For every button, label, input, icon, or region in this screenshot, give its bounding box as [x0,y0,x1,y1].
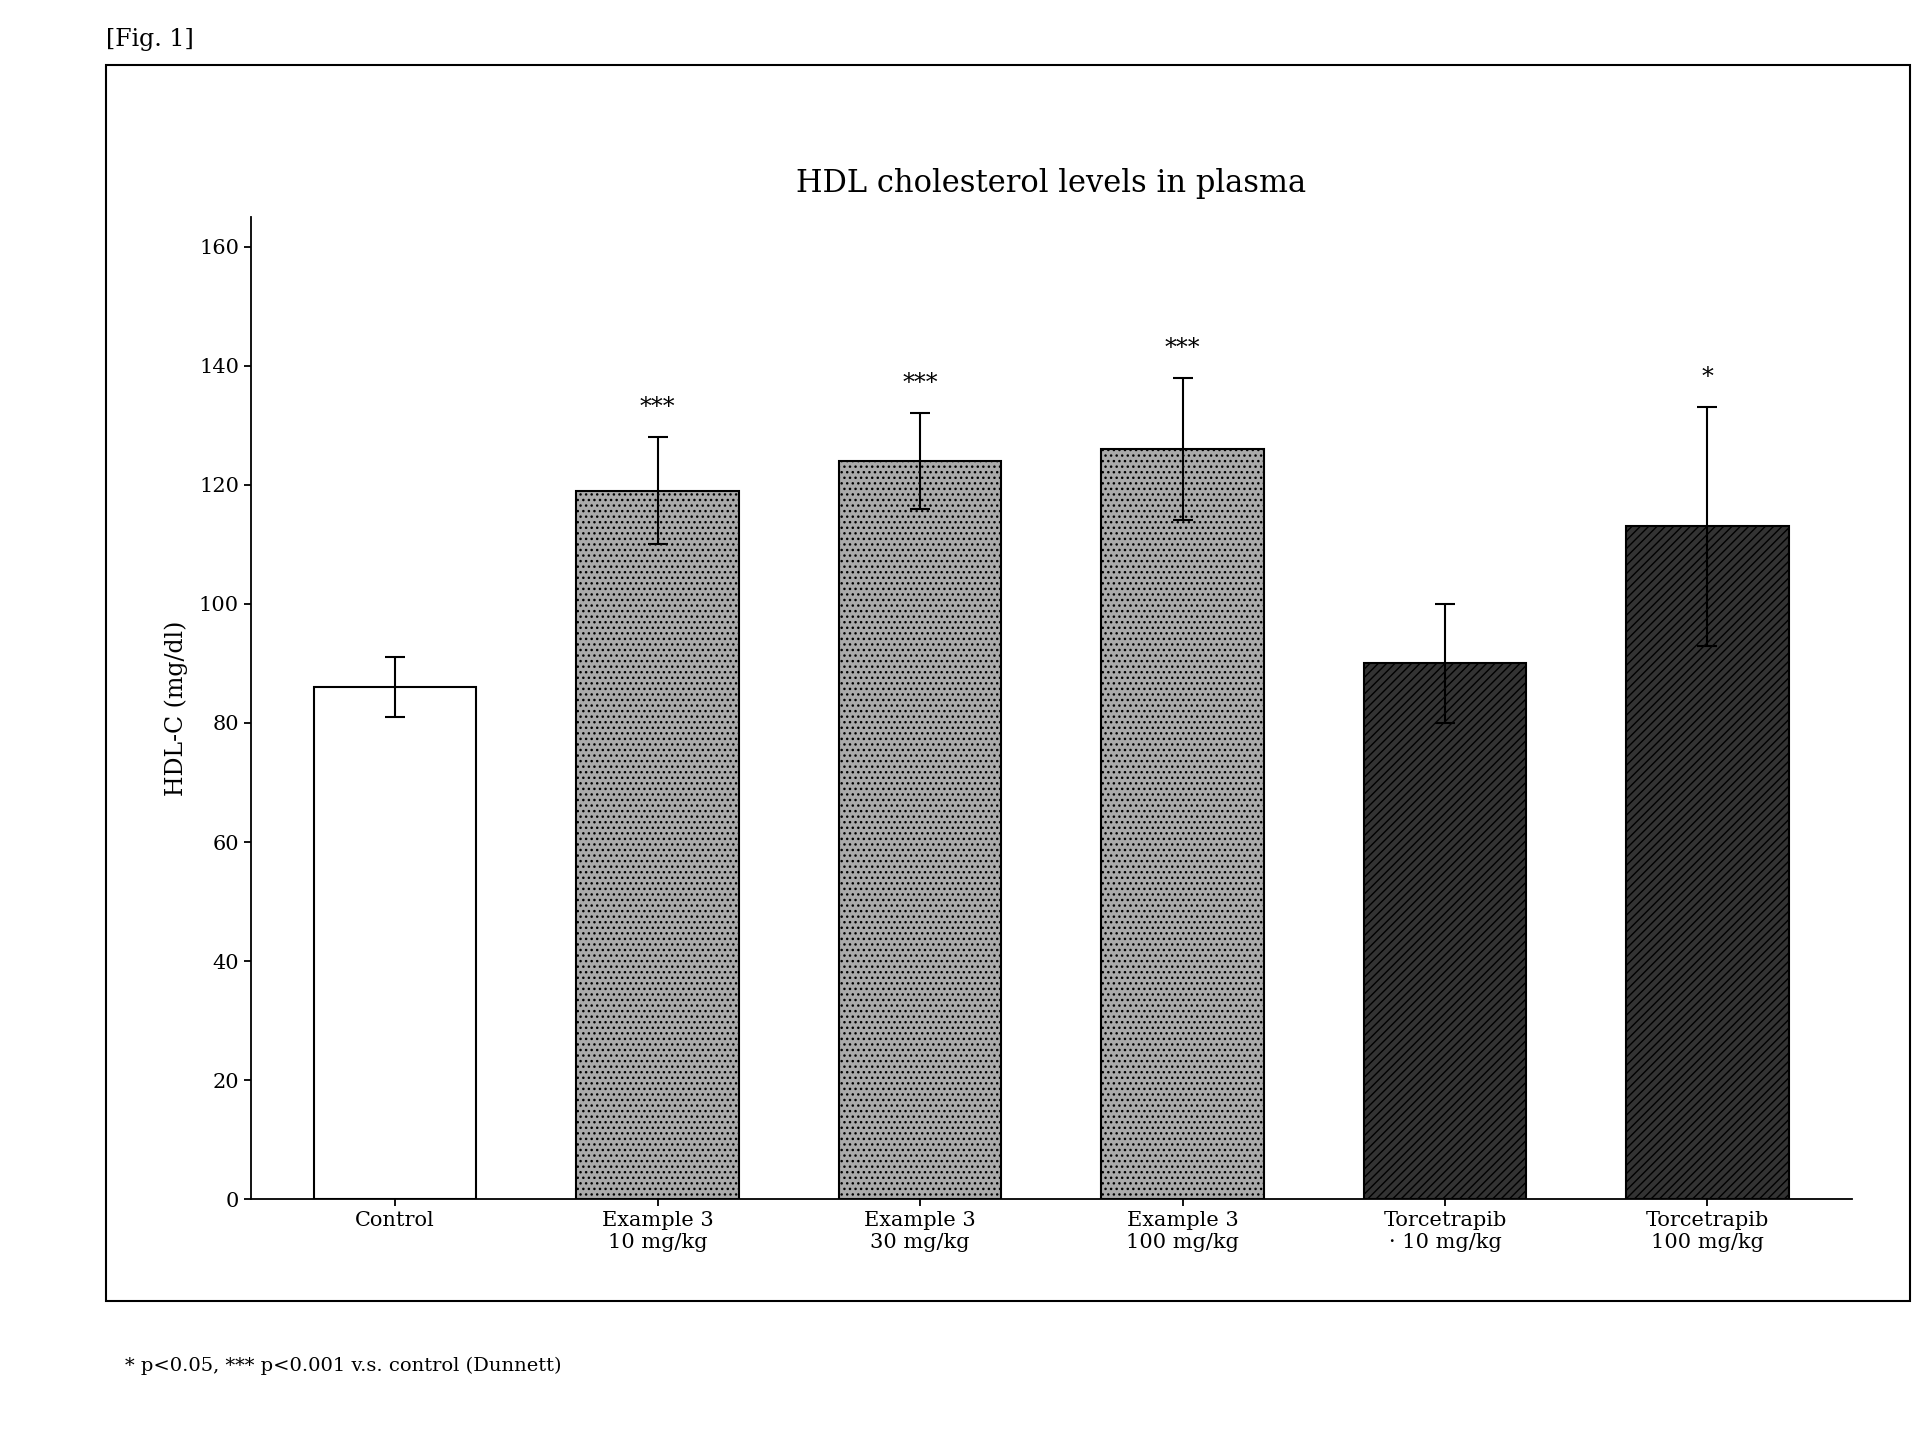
Text: * p<0.05, *** p<0.001 v.s. control (Dunnett): * p<0.05, *** p<0.001 v.s. control (Dunn… [125,1357,561,1374]
Text: [Fig. 1]: [Fig. 1] [106,27,193,51]
Bar [1626,526,1788,1199]
Bar [577,491,739,1199]
Bar [314,688,476,1199]
Text: *: * [1701,367,1713,390]
Text: ***: *** [1165,337,1200,360]
Y-axis label: HDL-C (mg/dl): HDL-C (mg/dl) [164,620,187,796]
Bar [1101,449,1263,1199]
Text: ***: *** [903,373,937,396]
Text: ***: *** [640,396,675,419]
Bar [1364,663,1526,1199]
Title: HDL cholesterol levels in plasma: HDL cholesterol levels in plasma [797,168,1306,199]
Bar [839,461,1001,1199]
